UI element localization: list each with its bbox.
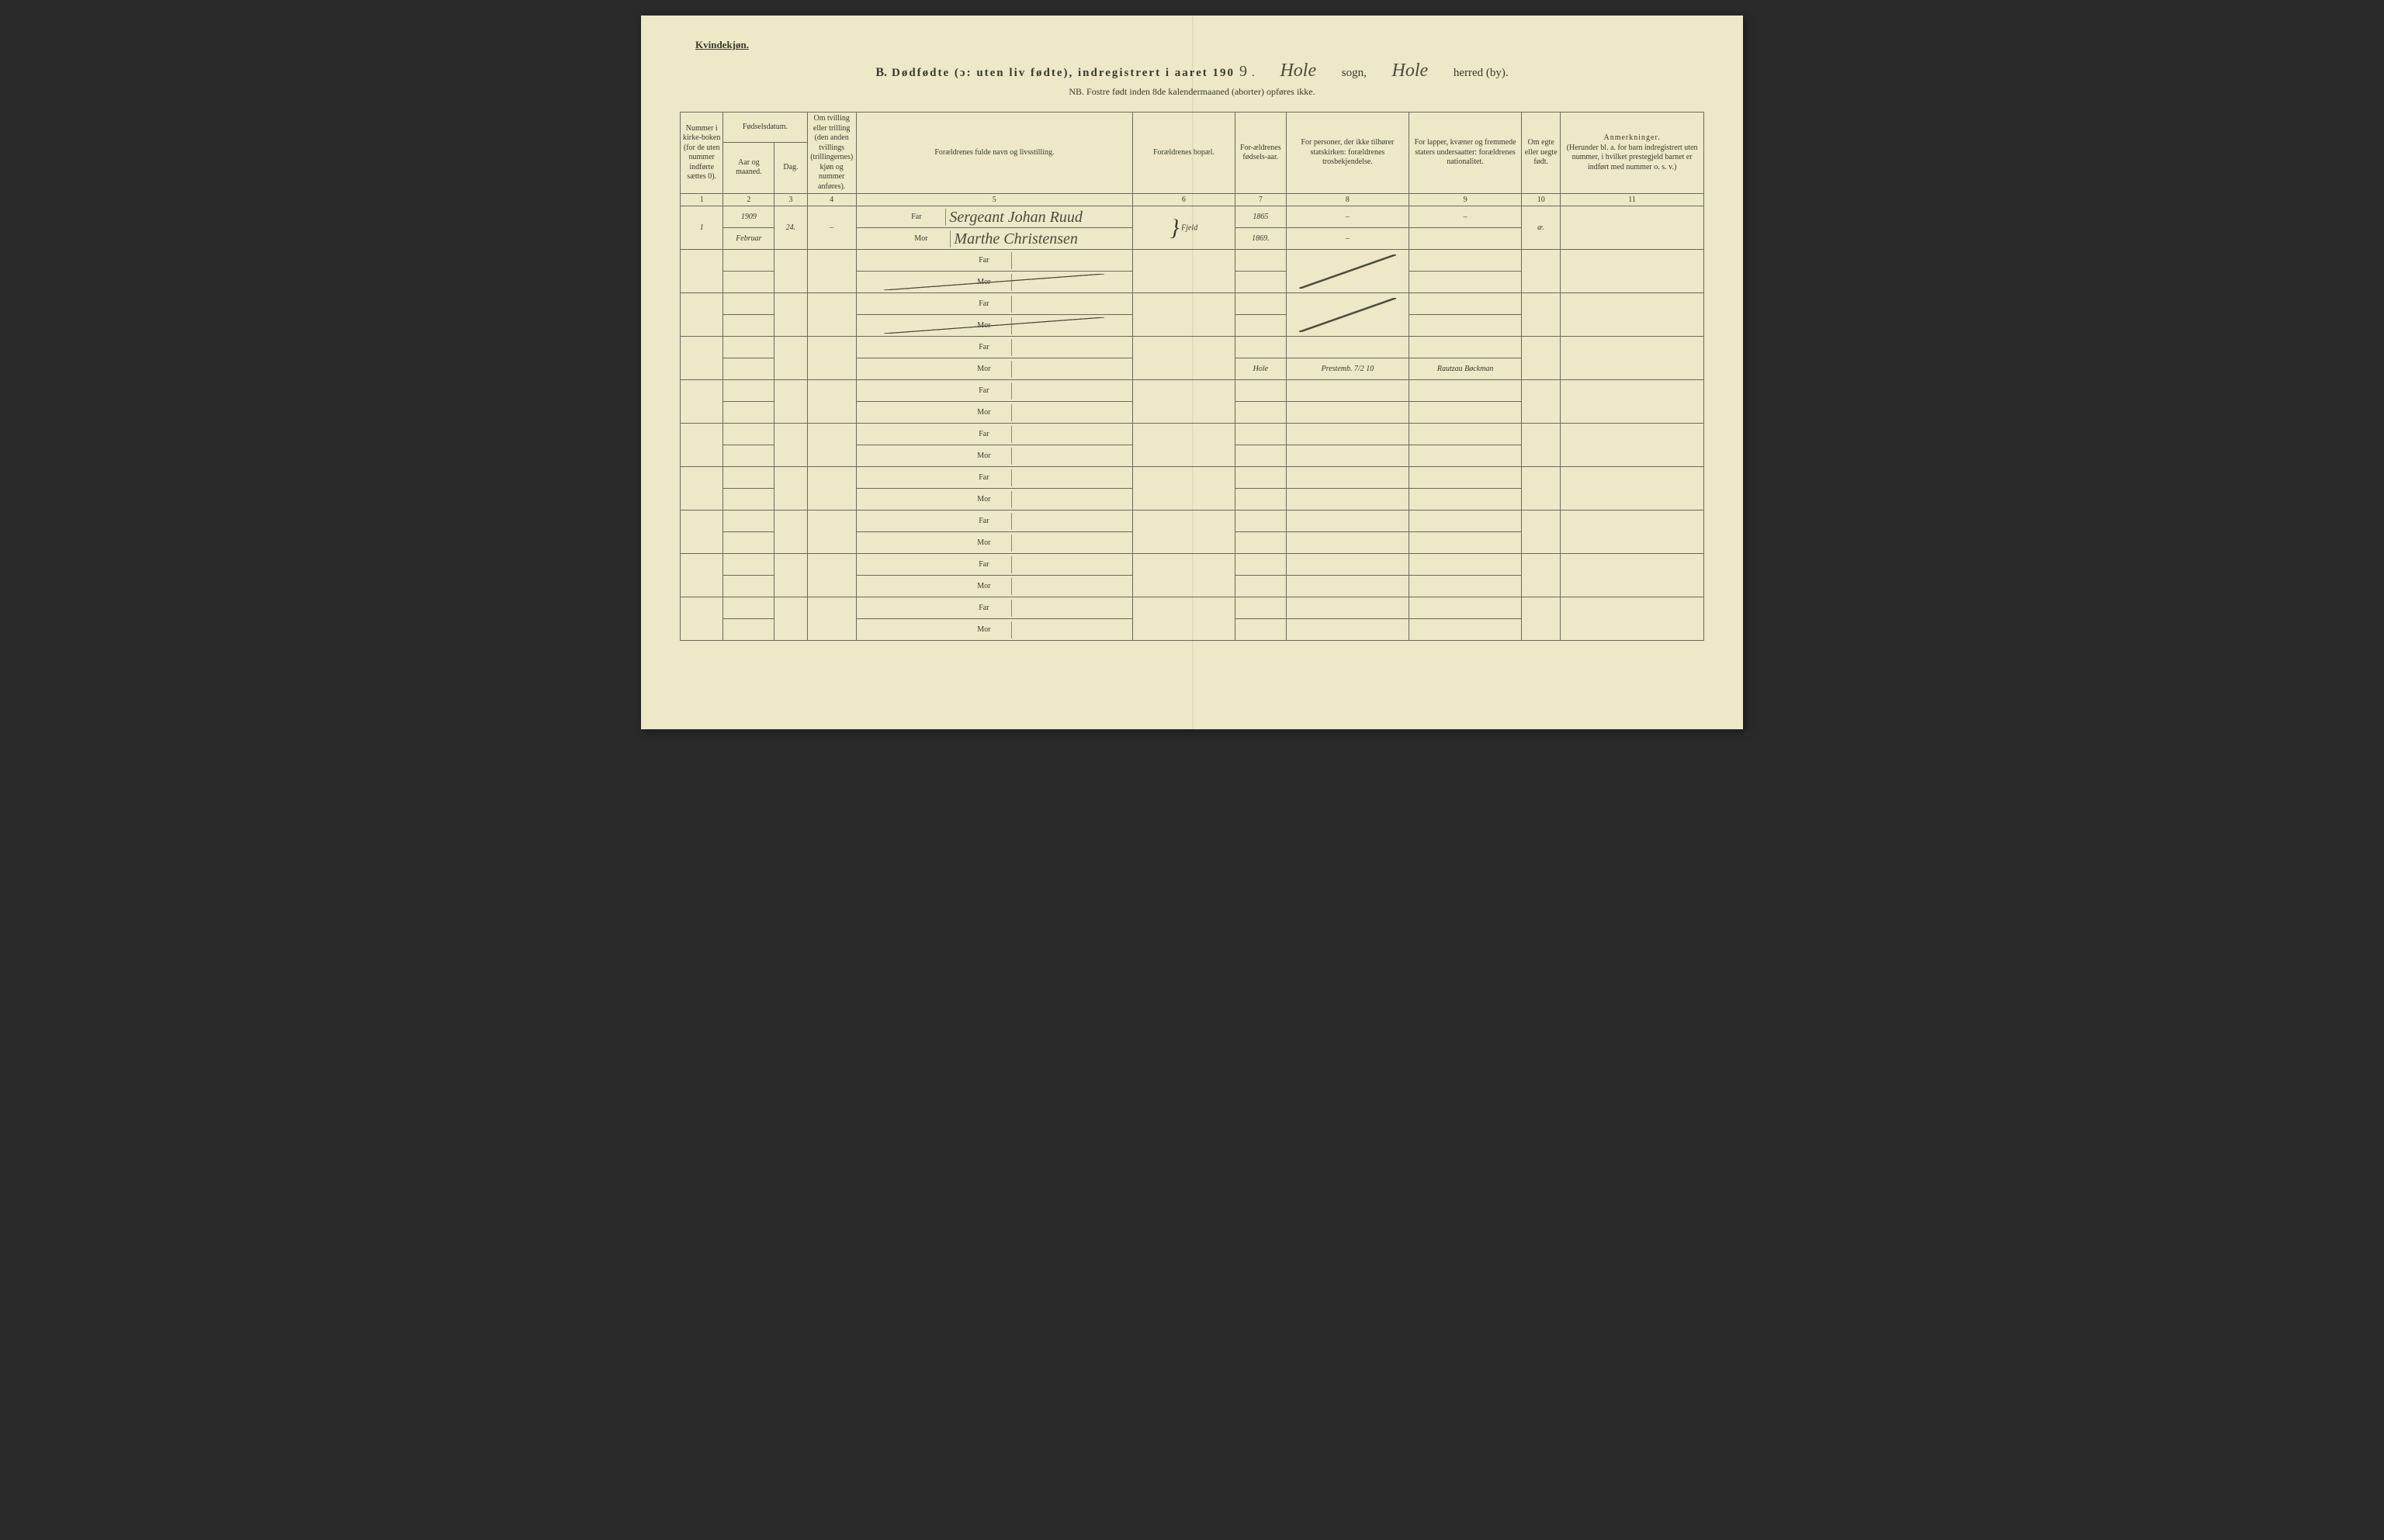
- entry-bopel: } Fjeld: [1132, 206, 1235, 250]
- far-label: Far: [974, 299, 994, 308]
- col-header-4: Om tvilling eller trilling (den anden tv…: [807, 112, 856, 194]
- year-suffix: 9: [1239, 63, 1247, 81]
- entry-row: Far: [681, 554, 1704, 576]
- entry-row: Far: [681, 337, 1704, 358]
- col-header-8: For personer, der ikke tilhører statskir…: [1286, 112, 1409, 194]
- note-bopel: Hole: [1235, 358, 1286, 380]
- col-header-2b: Dag.: [774, 142, 807, 193]
- far-label: Far: [974, 473, 994, 482]
- col-header-11-title: Anmerkninger.: [1603, 133, 1660, 142]
- colnum-2: 2: [723, 194, 774, 206]
- col-header-11: Anmerkninger. (Herunder bl. a. for barn …: [1561, 112, 1704, 194]
- title-line: B. Dødfødte (ɔ: uten liv fødte), indregi…: [680, 61, 1704, 81]
- entry-far-cell: Far Sergeant Johan Ruud: [856, 206, 1132, 228]
- stroke-mark: Mor: [856, 315, 1132, 337]
- bopel-brace: }: [1170, 215, 1180, 241]
- entry-mor-nat: [1409, 228, 1522, 250]
- far-label: Far: [906, 213, 927, 221]
- mor-label: Mor: [974, 538, 994, 547]
- entry-row: Far: [681, 293, 1704, 315]
- entry-far-name: Sergeant Johan Ruud: [945, 209, 1082, 226]
- nb-note: NB. Fostre født inden 8de kalendermaaned…: [680, 86, 1704, 98]
- note-signature: Rautzau Bøckman: [1409, 358, 1522, 380]
- sogn-handwritten: Hole: [1260, 61, 1337, 81]
- far-label: Far: [974, 560, 994, 569]
- entry-row: Far: [681, 250, 1704, 272]
- entry-mor-name: Marthe Christensen: [950, 230, 1077, 247]
- col-header-5: Forældrenes fulde navn og livsstilling.: [856, 112, 1132, 194]
- column-number-row: 1 2 3 4 5 6 7 8 9 10 11: [681, 194, 1704, 206]
- mor-label: Mor: [974, 495, 994, 504]
- far-label: Far: [974, 604, 994, 612]
- colnum-10: 10: [1522, 194, 1561, 206]
- colnum-5: 5: [856, 194, 1132, 206]
- far-label: Far: [974, 386, 994, 395]
- entry-row: Far: [681, 510, 1704, 532]
- entry-day: 24.: [774, 206, 807, 250]
- entry-row: Far: [681, 467, 1704, 489]
- entry-far-nat: –: [1409, 206, 1522, 228]
- colnum-8: 8: [1286, 194, 1409, 206]
- col-header-2a: Aar og maaned.: [723, 142, 774, 193]
- colnum-1: 1: [681, 194, 723, 206]
- entry-mor-cell: Mor Marthe Christensen: [856, 228, 1132, 250]
- title-prefix: B.: [875, 66, 887, 80]
- col-header-1: Nummer i kirke-boken (for de uten nummer…: [681, 112, 723, 194]
- mor-label: Mor: [974, 321, 994, 330]
- herred-handwritten: Hole: [1371, 61, 1449, 81]
- entry-mor-tros: –: [1286, 228, 1409, 250]
- mor-label: Mor: [974, 365, 994, 373]
- stroke-mark: Mor: [856, 272, 1132, 293]
- table-body: 1 1909 24. – Far Sergeant Johan Ruud } F…: [681, 206, 1704, 641]
- col-header-11-sub: (Herunder bl. a. for barn indregistrert …: [1567, 144, 1698, 171]
- note-text: Prestemb. 7/2 10: [1286, 358, 1409, 380]
- table-header: Nummer i kirke-boken (for de uten nummer…: [681, 112, 1704, 206]
- mor-label: Mor: [911, 234, 931, 243]
- entry-month: Februar: [723, 228, 774, 250]
- colnum-3: 3: [774, 194, 807, 206]
- entry-anm: [1561, 206, 1704, 250]
- stroke-mark: [1286, 293, 1409, 337]
- title-main: Dødfødte (ɔ: uten liv fødte), indregistr…: [892, 67, 1235, 80]
- col-header-7: For-ældrenes fødsels-aar.: [1235, 112, 1286, 194]
- far-label: Far: [974, 256, 994, 265]
- colnum-4: 4: [807, 194, 856, 206]
- bopel-text: Fjeld: [1181, 223, 1197, 232]
- colnum-6: 6: [1132, 194, 1235, 206]
- entry-row: Far: [681, 597, 1704, 619]
- herred-label: herred (by).: [1454, 67, 1509, 80]
- col-header-6: Forældrenes bopæl.: [1132, 112, 1235, 194]
- entry-mor-aar: 1869.: [1235, 228, 1286, 250]
- far-label: Far: [974, 517, 994, 525]
- mor-label: Mor: [974, 582, 994, 590]
- mor-label: Mor: [974, 408, 994, 417]
- entry-egte: æ.: [1522, 206, 1561, 250]
- register-page: Kvindekjøn. B. Dødfødte (ɔ: uten liv fød…: [641, 16, 1743, 729]
- entry-tvilling: –: [807, 206, 856, 250]
- col-header-10: Om egte eller uegte født.: [1522, 112, 1561, 194]
- entry-far-tros: –: [1286, 206, 1409, 228]
- entry-row: Far: [681, 424, 1704, 445]
- mor-label: Mor: [974, 452, 994, 460]
- mor-label: Mor: [974, 625, 994, 634]
- sogn-label: sogn,: [1342, 67, 1367, 80]
- far-label: Far: [974, 430, 994, 438]
- colnum-9: 9: [1409, 194, 1522, 206]
- entry-row: Far: [681, 380, 1704, 402]
- entry-year: 1909: [723, 206, 774, 228]
- entry-num: 1: [681, 206, 723, 250]
- colnum-7: 7: [1235, 194, 1286, 206]
- stroke-mark: [1286, 250, 1409, 293]
- col-header-9: For lapper, kvæner og fremmede staters u…: [1409, 112, 1522, 194]
- colnum-11: 11: [1561, 194, 1704, 206]
- entry-far-aar: 1865: [1235, 206, 1286, 228]
- register-table: Nummer i kirke-boken (for de uten nummer…: [680, 112, 1704, 641]
- far-label: Far: [974, 343, 994, 351]
- gender-label: Kvindekjøn.: [695, 39, 1704, 51]
- col-header-2-top: Fødselsdatum.: [723, 112, 807, 143]
- entry-row: 1 1909 24. – Far Sergeant Johan Ruud } F…: [681, 206, 1704, 228]
- mor-label: Mor: [974, 278, 994, 286]
